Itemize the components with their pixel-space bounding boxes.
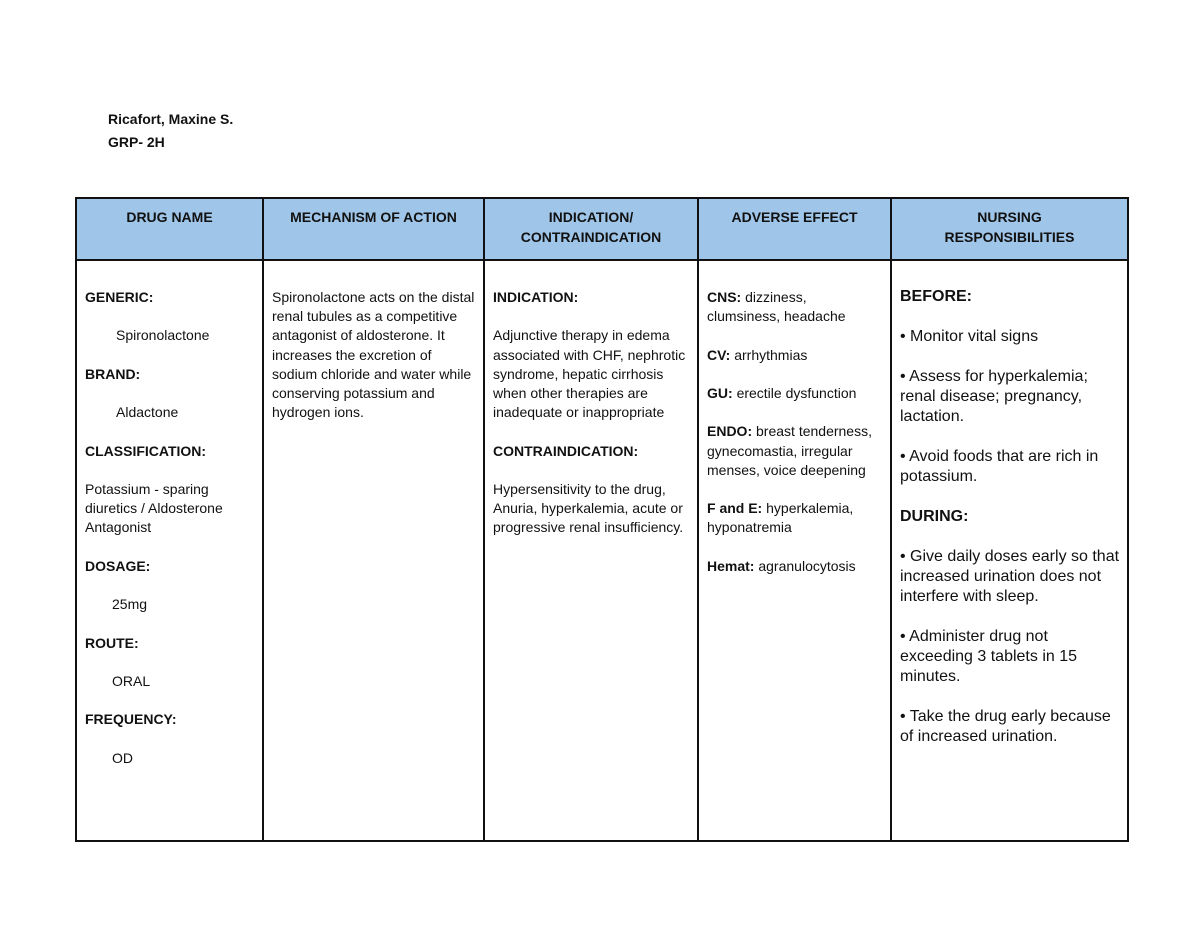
indication-cell: INDICATION: Adjunctive therapy in edema … <box>483 259 699 842</box>
student-name: Ricafort, Maxine S. <box>108 111 234 127</box>
route-label: ROUTE: <box>85 634 139 651</box>
header-row: DRUG NAME MECHANISM OF ACTION INDICATION… <box>75 197 1129 261</box>
adverse-item: ENDO: breast tenderness, gynecomastia, i… <box>707 423 872 478</box>
classification-value: Potassium - sparing diuretics / Aldoster… <box>85 480 223 536</box>
adverse-cell: CNS: dizziness, clumsiness, headache CV:… <box>697 259 892 842</box>
col-drug-name: DRUG NAME <box>75 197 264 261</box>
dosage-value: 25mg <box>112 596 148 613</box>
nursing-item: • Assess for hyperkalemia; renal disease… <box>900 368 1088 425</box>
frequency-value: OD <box>112 749 133 766</box>
contraindication-text: Hypersensitivity to the drug, Anuria, hy… <box>493 480 684 536</box>
group-label: GRP- 2H <box>108 134 165 150</box>
nursing-cell: BEFORE: • Monitor vital signs • Assess f… <box>890 259 1129 842</box>
col-indication: INDICATION/ CONTRAINDICATION <box>483 197 699 261</box>
during-label: DURING: <box>900 508 969 525</box>
brand-label: BRAND: <box>85 365 141 382</box>
nursing-item: • Administer drug not exceeding 3 tablet… <box>900 628 1078 685</box>
drug-name-cell: GENERIC: Spironolactone BRAND: Aldactone… <box>75 259 264 842</box>
drug-study-table: DRUG NAME MECHANISM OF ACTION INDICATION… <box>75 197 1129 842</box>
mechanism-cell: Spironolactone acts on the distal renal … <box>262 259 485 842</box>
dosage-label: DOSAGE: <box>85 557 151 574</box>
before-label: BEFORE: <box>900 288 972 305</box>
col-mechanism: MECHANISM OF ACTION <box>262 197 485 261</box>
classification-label: CLASSIFICATION: <box>85 442 207 459</box>
adverse-item: F and E: hyperkalemia, hyponatremia <box>707 500 854 536</box>
adverse-item: GU: erectile dysfunction <box>707 384 857 401</box>
col-nursing: NURSING RESPONSIBILITIES <box>890 197 1129 261</box>
nursing-item: • Take the drug early because of increas… <box>900 708 1111 745</box>
adverse-item: Hemat: agranulocytosis <box>707 557 856 574</box>
brand-value: Aldactone <box>116 404 179 421</box>
generic-value: Spironolactone <box>116 327 210 344</box>
nursing-item: • Give daily doses early so that increas… <box>900 548 1120 605</box>
generic-label: GENERIC: <box>85 289 154 305</box>
col-adverse: ADVERSE EFFECT <box>697 197 892 261</box>
indication-label: INDICATION: <box>493 289 579 305</box>
mechanism-text: Spironolactone acts on the distal renal … <box>272 289 475 421</box>
contraindication-label: CONTRAINDICATION: <box>493 442 639 459</box>
frequency-label: FREQUENCY: <box>85 711 177 728</box>
route-value: ORAL <box>112 672 151 689</box>
indication-text: Adjunctive therapy in edema associated w… <box>493 327 686 421</box>
nursing-item: • Avoid foods that are rich in potassium… <box>900 448 1099 485</box>
table-row: GENERIC: Spironolactone BRAND: Aldactone… <box>75 259 1129 842</box>
nursing-item: • Monitor vital signs <box>900 328 1039 345</box>
adverse-item: CV: arrhythmias <box>707 346 808 363</box>
adverse-item: CNS: dizziness, clumsiness, headache <box>707 289 846 325</box>
